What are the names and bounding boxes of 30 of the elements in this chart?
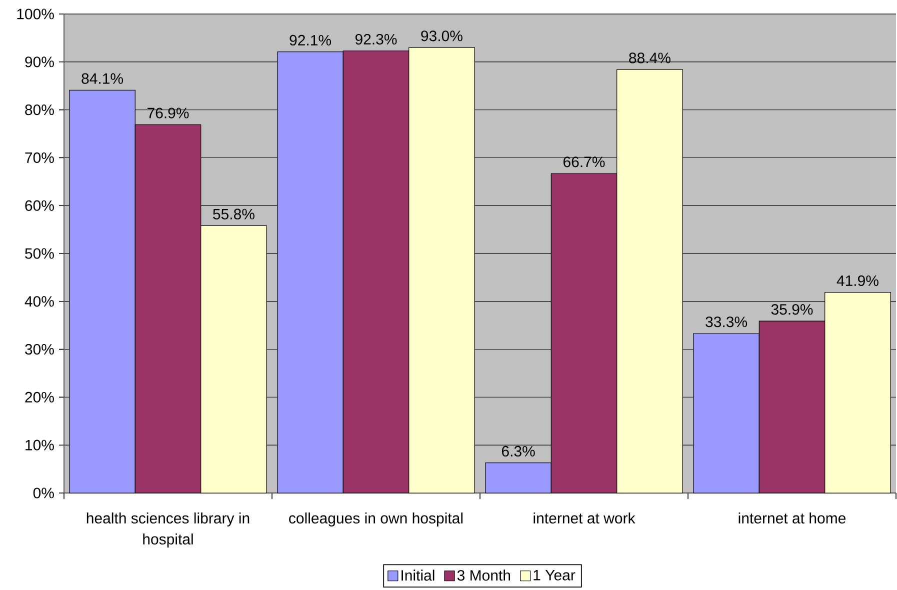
y-tick-label: 100% — [17, 8, 54, 20]
data-label: 88.4% — [629, 52, 670, 64]
data-label: 55.8% — [213, 208, 254, 220]
y-tick-label: 80% — [25, 104, 54, 116]
y-tick-label: 90% — [25, 56, 54, 68]
data-label: 66.7% — [564, 156, 605, 168]
x-tick-label: health sciences library in hospital — [86, 512, 250, 548]
data-label: 92.3% — [355, 34, 397, 45]
y-tick-label: 10% — [26, 440, 54, 450]
y-tick-label: 70% — [25, 152, 54, 163]
y-tick-label: 30% — [25, 344, 54, 355]
y-tick-label: 20% — [25, 392, 54, 403]
y-tick-label: 60% — [25, 200, 54, 211]
data-label: 93.0% — [421, 30, 462, 42]
x-tick-label: internet at home — [738, 512, 846, 524]
data-label: 41.9% — [836, 275, 878, 286]
legend-label: 1 Year — [534, 570, 576, 580]
data-label: 84.1% — [82, 73, 124, 84]
y-tick-label: 40% — [24, 296, 54, 307]
legend-label: Initial — [402, 570, 434, 581]
data-label: 35.9% — [771, 304, 813, 315]
y-tick-label: 0% — [33, 488, 54, 498]
x-tick-label: colleagues in own hospital — [289, 512, 463, 526]
data-label: 92.1% — [290, 34, 332, 46]
x-tick-label: internet at work — [534, 512, 636, 524]
legend-label: 3 Month — [457, 570, 510, 581]
data-label: 6.3% — [502, 446, 535, 457]
data-label: 76.9% — [148, 108, 189, 118]
data-label: 33.3% — [706, 316, 748, 328]
y-tick-label: 50% — [25, 248, 54, 259]
